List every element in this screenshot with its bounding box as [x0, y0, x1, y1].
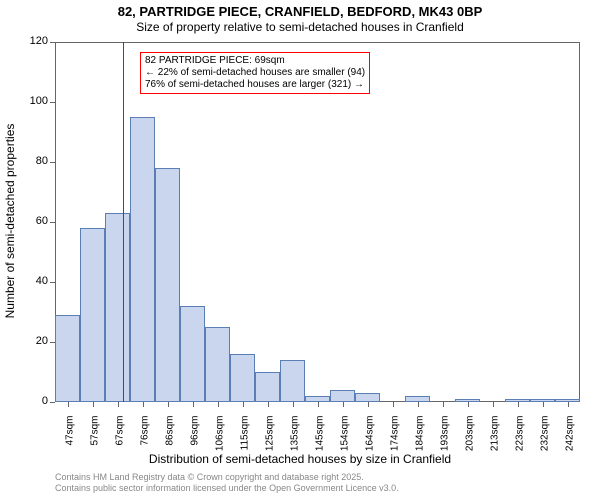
x-tick-label: 232sqm — [539, 416, 550, 466]
x-tick — [68, 402, 69, 407]
y-tick-label: 60 — [20, 215, 48, 227]
histogram-bar — [155, 168, 180, 402]
x-tick-label: 135sqm — [289, 416, 300, 466]
y-tick-label: 80 — [20, 155, 48, 167]
y-tick — [50, 282, 55, 283]
x-tick — [218, 402, 219, 407]
x-tick — [318, 402, 319, 407]
x-tick-label: 174sqm — [389, 416, 400, 466]
histogram-bar — [180, 306, 205, 402]
x-tick-label: 193sqm — [439, 416, 450, 466]
histogram-bar — [455, 399, 480, 402]
x-tick — [193, 402, 194, 407]
y-tick-label: 120 — [20, 35, 48, 47]
x-tick-label: 67sqm — [114, 416, 125, 466]
x-tick-label: 57sqm — [89, 416, 100, 466]
annotation-box: 82 PARTRIDGE PIECE: 69sqm ← 22% of semi-… — [140, 52, 370, 94]
y-tick — [50, 162, 55, 163]
histogram-bar — [80, 228, 105, 402]
y-tick-label: 40 — [20, 275, 48, 287]
x-tick — [118, 402, 119, 407]
x-tick-label: 125sqm — [264, 416, 275, 466]
x-tick-label: 242sqm — [564, 416, 575, 466]
x-tick — [468, 402, 469, 407]
x-tick — [568, 402, 569, 407]
x-tick-label: 86sqm — [164, 416, 175, 466]
x-tick — [293, 402, 294, 407]
histogram-bar — [205, 327, 230, 402]
x-tick — [168, 402, 169, 407]
x-tick — [93, 402, 94, 407]
footer-attribution: Contains HM Land Registry data © Crown c… — [55, 472, 399, 494]
histogram-bar — [105, 213, 130, 402]
x-tick — [518, 402, 519, 407]
x-tick-label: 164sqm — [364, 416, 375, 466]
y-tick — [50, 102, 55, 103]
histogram-bar — [255, 372, 280, 402]
y-tick-label: 20 — [20, 335, 48, 347]
histogram-bar — [55, 315, 80, 402]
histogram-bar — [555, 399, 580, 402]
x-tick-label: 145sqm — [314, 416, 325, 466]
x-tick — [368, 402, 369, 407]
histogram-bar — [530, 399, 555, 402]
chart-title-sub: Size of property relative to semi-detach… — [0, 20, 600, 34]
x-tick-label: 106sqm — [214, 416, 225, 466]
histogram-bar — [130, 117, 155, 402]
x-tick-label: 47sqm — [64, 416, 75, 466]
annotation-line1: 82 PARTRIDGE PIECE: 69sqm — [145, 55, 365, 67]
histogram-bar — [405, 396, 430, 402]
x-tick — [393, 402, 394, 407]
chart-container: 82, PARTRIDGE PIECE, CRANFIELD, BEDFORD,… — [0, 0, 600, 500]
y-axis-label: Number of semi-detached properties — [3, 121, 17, 321]
x-tick-label: 184sqm — [414, 416, 425, 466]
x-tick-label: 76sqm — [139, 416, 150, 466]
footer-line2: Contains public sector information licen… — [55, 483, 399, 494]
x-tick-label: 154sqm — [339, 416, 350, 466]
x-tick-label: 96sqm — [189, 416, 200, 466]
x-tick — [493, 402, 494, 407]
x-tick — [543, 402, 544, 407]
footer-line1: Contains HM Land Registry data © Crown c… — [55, 472, 399, 483]
annotation-line3: 76% of semi-detached houses are larger (… — [145, 79, 365, 91]
y-tick — [50, 42, 55, 43]
annotation-line2: ← 22% of semi-detached houses are smalle… — [145, 67, 365, 79]
x-tick — [418, 402, 419, 407]
y-tick — [50, 222, 55, 223]
histogram-bar — [280, 360, 305, 402]
x-tick-label: 213sqm — [489, 416, 500, 466]
x-tick — [143, 402, 144, 407]
x-tick-label: 223sqm — [514, 416, 525, 466]
y-tick-label: 100 — [20, 95, 48, 107]
histogram-bar — [230, 354, 255, 402]
histogram-bar — [305, 396, 330, 402]
x-tick — [268, 402, 269, 407]
histogram-bar — [355, 393, 380, 402]
reference-line — [123, 42, 124, 402]
x-tick — [343, 402, 344, 407]
y-tick — [50, 402, 55, 403]
x-tick-label: 115sqm — [239, 416, 250, 466]
histogram-bar — [330, 390, 355, 402]
y-tick-label: 0 — [20, 395, 48, 407]
histogram-bar — [505, 399, 530, 402]
chart-title-main: 82, PARTRIDGE PIECE, CRANFIELD, BEDFORD,… — [0, 4, 600, 19]
x-tick — [243, 402, 244, 407]
x-tick-label: 203sqm — [464, 416, 475, 466]
x-tick — [443, 402, 444, 407]
